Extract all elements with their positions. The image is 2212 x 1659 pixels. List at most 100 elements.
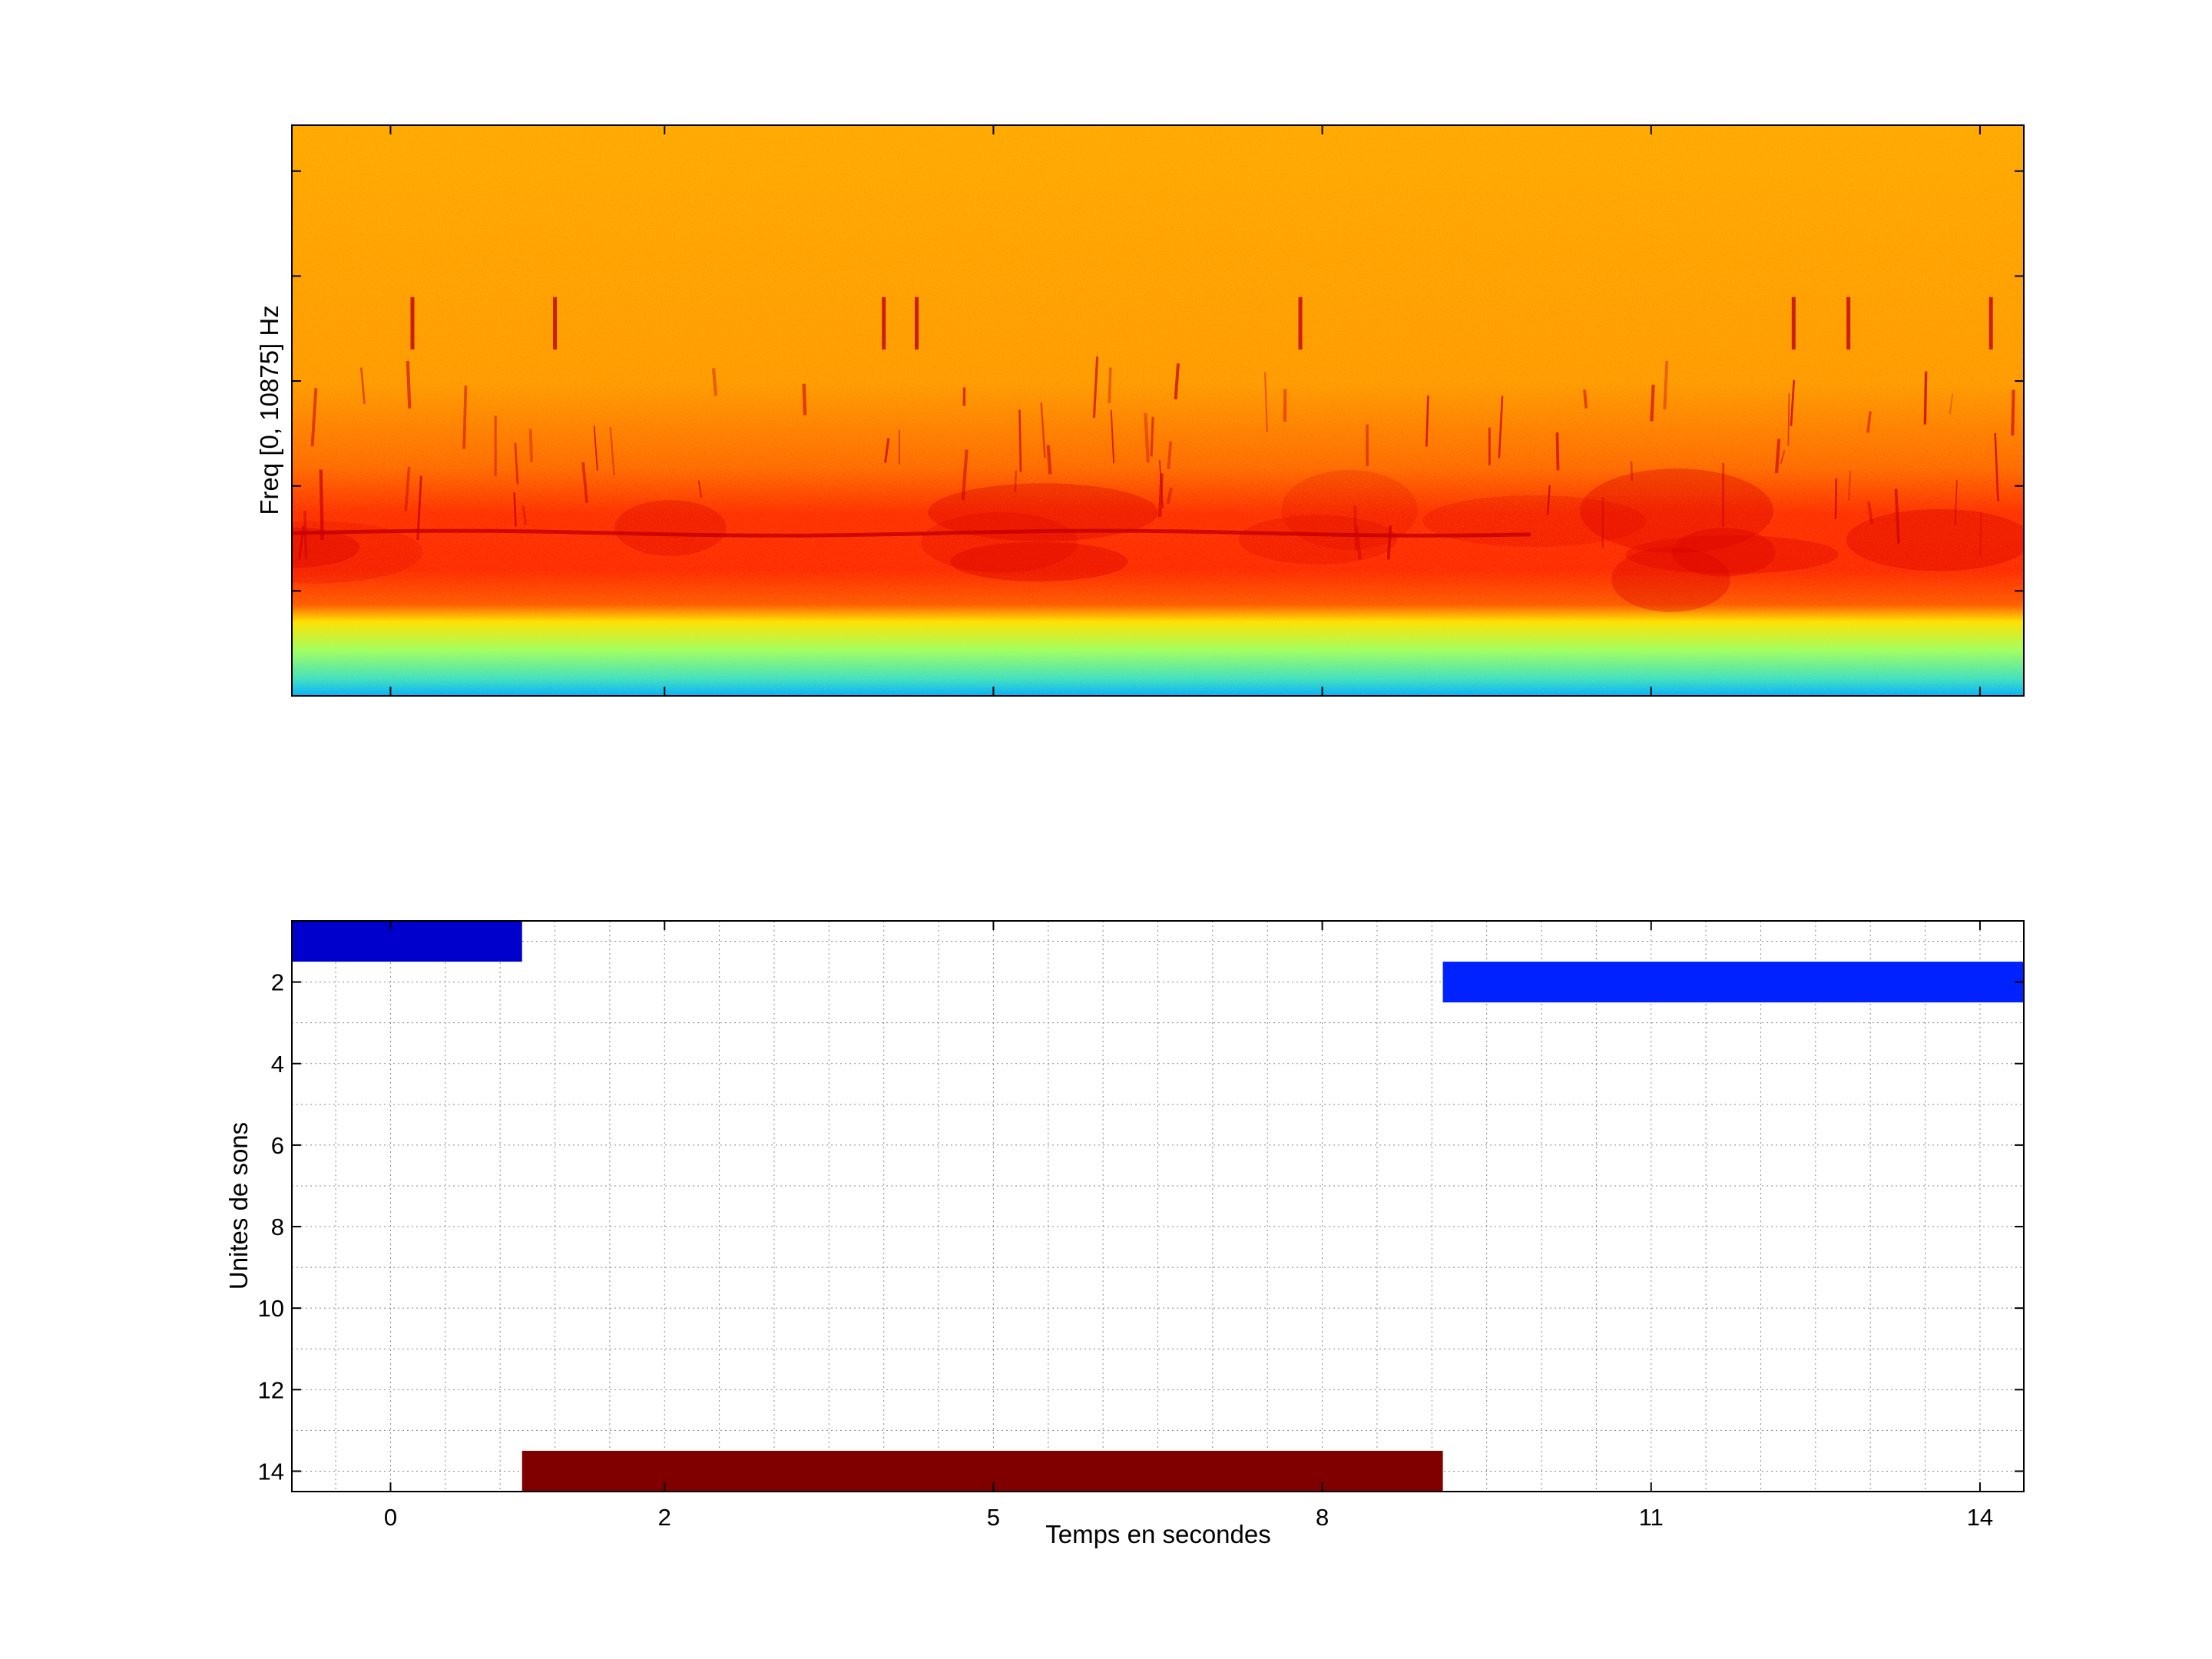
call-streak (961, 449, 969, 501)
call-streak (2011, 389, 2015, 436)
units-y-tick-label: 10 (258, 1295, 284, 1322)
call-streak (1046, 445, 1052, 475)
units-y-tick-label: 8 (271, 1214, 284, 1240)
call-streak (1353, 505, 1358, 551)
call-streak (1663, 360, 1669, 410)
call-streak (1923, 371, 1928, 425)
spectrogram-axes-box (291, 124, 2025, 697)
call-streak (1555, 432, 1560, 471)
call-streak (884, 438, 890, 463)
units-ticks (292, 921, 2024, 1492)
call-streak (1150, 416, 1154, 457)
call-streak (1167, 441, 1173, 470)
call-streak (1790, 379, 1796, 426)
units-x-tick-label: 8 (1316, 1504, 1329, 1531)
spectrogram-panel: Freq [0, 10875] Hz (255, 124, 2025, 697)
units-x-tick-label: 0 (384, 1504, 397, 1531)
energy-blob (1238, 515, 1397, 565)
energy-blob (950, 541, 1128, 582)
call-streak (514, 442, 519, 485)
call-streak (1954, 480, 1958, 526)
sound-unit-segment (522, 1450, 1443, 1492)
call-streak (1166, 487, 1173, 505)
energy-blob (1611, 547, 1730, 612)
units-x-label: Temps en secondes (1045, 1520, 1271, 1548)
call-streak (1848, 470, 1852, 501)
sustained-tone-line (292, 528, 1531, 538)
call-streak (1780, 450, 1786, 464)
call-streak (1774, 439, 1781, 474)
call-streak (303, 510, 308, 560)
call-streak (1108, 367, 1112, 404)
call-streak (1650, 384, 1655, 422)
energy-blob (921, 512, 1078, 573)
spectrogram-y-label: Freq [0, 10875] Hz (255, 305, 283, 515)
energy-blob (1671, 528, 1776, 577)
energy-blob (614, 500, 727, 556)
call-streak (1787, 392, 1790, 446)
call-streak (1425, 395, 1429, 447)
call-streak (462, 385, 468, 449)
call-streak (1174, 363, 1180, 400)
units-x-tick-label: 5 (987, 1504, 1000, 1531)
units-y-tick-labels: 2 4 6 8 10 12 14 (258, 969, 284, 1485)
energy-blob (292, 527, 360, 568)
call-streak (310, 388, 318, 447)
energy-blob (928, 483, 1158, 541)
units-x-tick-label: 2 (658, 1504, 671, 1531)
units-y-tick-label: 6 (271, 1132, 284, 1159)
call-streak (1264, 372, 1268, 432)
call-streak (319, 469, 324, 541)
call-streak (1355, 526, 1362, 560)
call-streak (1994, 432, 1999, 502)
energy-blob (1281, 469, 1418, 551)
call-streak (406, 360, 412, 409)
call-streak (404, 466, 411, 512)
units-y-tick-label: 2 (271, 969, 284, 996)
call-streak (1867, 501, 1874, 525)
call-streak (609, 426, 615, 475)
units-x-tick-label: 14 (1967, 1504, 1993, 1531)
energy-blob (1846, 508, 2024, 571)
spectrogram-call-streaks (298, 296, 2015, 560)
call-streak (581, 462, 588, 503)
sound-unit-segment (1442, 962, 2024, 1003)
call-streak (593, 426, 598, 471)
call-streak (1386, 525, 1392, 560)
call-streak (1498, 396, 1504, 459)
call-streak (1949, 393, 1953, 415)
energy-blob (292, 521, 423, 584)
spectrogram-image (292, 125, 2024, 696)
units-x-tick-label: 11 (1639, 1504, 1664, 1531)
units-y-tick-label: 14 (258, 1458, 284, 1485)
call-streak (1110, 409, 1115, 464)
call-streak (359, 367, 366, 405)
units-segments (292, 921, 2024, 1492)
call-streak (1092, 356, 1099, 419)
call-streak (802, 383, 807, 416)
call-streak (1894, 488, 1900, 544)
call-streak (1014, 470, 1018, 492)
spectrogram-ticks (292, 125, 2024, 696)
call-streak (1546, 485, 1551, 515)
units-panel: 0 2 5 8 11 14 2 4 6 8 10 12 14 Temps en secondes Un… (224, 920, 2025, 1548)
units-axes-box (291, 920, 2025, 1492)
call-streak (1040, 402, 1046, 459)
call-streak (522, 505, 528, 526)
call-streak (1866, 411, 1872, 433)
sound-unit-segment (292, 921, 522, 962)
units-y-tick-label: 12 (258, 1376, 284, 1403)
call-streak (1979, 512, 1982, 557)
units-y-label: Unites de sons (224, 1122, 253, 1290)
call-streak (1144, 412, 1151, 463)
call-streak (697, 480, 703, 498)
energy-blob (1625, 535, 1839, 575)
energy-blob (1580, 469, 1773, 554)
call-streak (513, 492, 517, 527)
units-y-tick-label: 4 (271, 1051, 284, 1078)
call-streak (1630, 461, 1634, 481)
call-streak (1583, 389, 1588, 409)
call-streak (1158, 460, 1164, 509)
call-streak (1018, 409, 1022, 472)
